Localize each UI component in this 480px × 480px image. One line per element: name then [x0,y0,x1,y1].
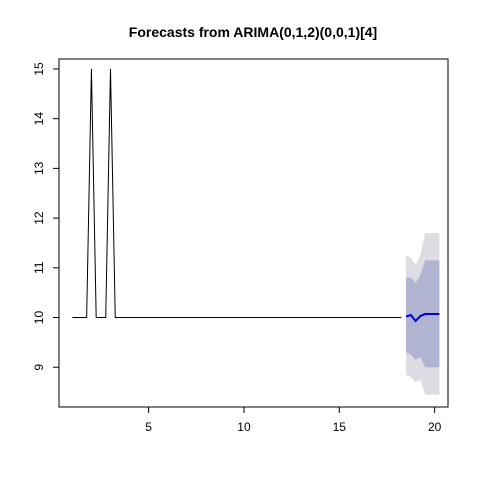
plot-area-border [58,58,449,408]
forecast-mean-line [405,313,440,323]
prediction-band-80-layer [406,260,440,368]
chart-title: Forecasts from ARIMA(0,1,2)(0,0,1)[4] [129,24,377,40]
y-tick-label: 12 [32,211,46,225]
forecast-series-layer [405,313,440,323]
observed-series-line [72,68,402,319]
x-tick-label: 10 [237,420,251,434]
x-axis: 5 10 15 20 [145,406,442,434]
y-tick-label: 11 [32,261,46,274]
x-tick-label: 15 [333,420,347,434]
y-tick-label: 14 [32,112,46,126]
y-tick-label: 9 [32,364,46,371]
y-tick-label: 13 [32,161,46,175]
prediction-band-80 [406,260,440,368]
y-axis: 9 10 11 12 13 14 15 [32,62,60,371]
x-tick-label: 20 [428,420,442,434]
y-tick-label: 10 [32,311,46,325]
x-tick-label: 5 [145,420,152,434]
y-tick-label: 15 [32,62,46,76]
observed-series-layer [72,68,402,319]
